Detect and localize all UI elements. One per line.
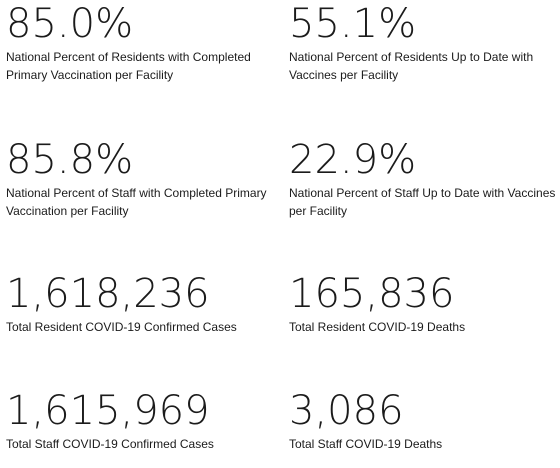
stat-label: National Percent of Staff Up to Date wit… <box>289 186 556 218</box>
stat-label: National Percent of Residents Up to Date… <box>289 50 534 82</box>
stat-value: 22.9% <box>289 137 417 183</box>
stat-card-staff-confirmed-cases: 1,615,969 Total Staff COVID-19 Confirmed… <box>6 387 278 453</box>
stat-label: Total Staff COVID-19 Confirmed Cases <box>6 437 214 451</box>
stat-value: 85.0% <box>6 1 134 47</box>
stat-value: 1,615,969 <box>6 388 210 434</box>
stat-label: Total Resident COVID-19 Deaths <box>289 320 466 334</box>
stat-value: 1,618,236 <box>6 271 210 317</box>
stat-value: 55.1% <box>289 1 417 47</box>
stat-label: National Percent of Residents with Compl… <box>6 50 251 82</box>
stat-label: Total Staff COVID-19 Deaths <box>289 437 443 451</box>
stat-label: National Percent of Staff with Completed… <box>6 186 267 218</box>
stat-card-resident-confirmed-cases: 1,618,236 Total Resident COVID-19 Confir… <box>6 270 278 336</box>
stat-value: 165,836 <box>289 271 455 317</box>
stat-value: 85.8% <box>6 137 134 183</box>
stat-card-residents-up-to-date: 55.1% National Percent of Residents Up t… <box>289 0 560 84</box>
stat-card-residents-primary-vaccination: 85.0% National Percent of Residents with… <box>6 0 278 84</box>
stat-card-staff-up-to-date: 22.9% National Percent of Staff Up to Da… <box>289 136 560 220</box>
stat-value: 3,086 <box>289 388 404 434</box>
stat-card-resident-deaths: 165,836 Total Resident COVID-19 Deaths <box>289 270 560 336</box>
stat-card-staff-deaths: 3,086 Total Staff COVID-19 Deaths <box>289 387 560 453</box>
stat-label: Total Resident COVID-19 Confirmed Cases <box>6 320 237 334</box>
stat-card-staff-primary-vaccination: 85.8% National Percent of Staff with Com… <box>6 136 278 220</box>
